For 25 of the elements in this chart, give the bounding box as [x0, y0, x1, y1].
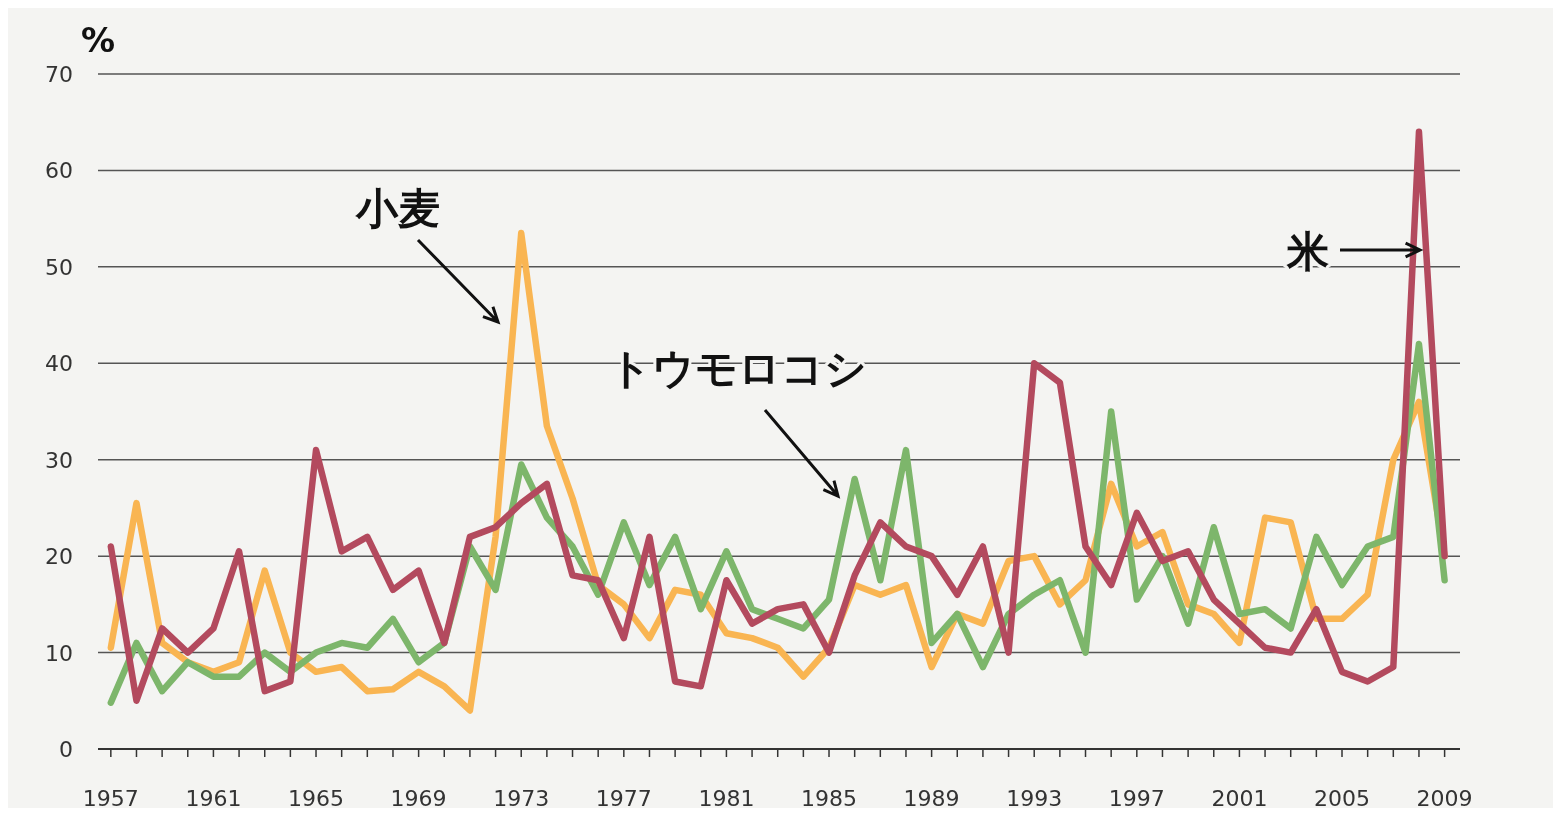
x-tick-label: 1973: [493, 786, 550, 811]
x-tick-label: 1957: [82, 786, 139, 811]
y-axis-title: %: [80, 20, 116, 60]
y-tick-label: 30: [45, 447, 73, 473]
x-tick-label: 1997: [1108, 786, 1165, 811]
x-tick-label: 1993: [1006, 786, 1063, 811]
x-tick-label: 1961: [185, 786, 242, 811]
y-tick-label: 40: [45, 351, 73, 377]
y-tick-label: 10: [45, 640, 73, 666]
x-tick-label: 1985: [801, 786, 858, 811]
y-tick-label: 20: [45, 544, 73, 570]
x-tick-label: 2009: [1416, 786, 1473, 811]
x-tick-label: 1965: [288, 786, 345, 811]
x-tick-label: 1989: [903, 786, 960, 811]
series-label: 米: [1286, 227, 1329, 276]
x-tick-label: 1977: [595, 786, 652, 811]
x-tick-label: 1981: [698, 786, 755, 811]
x-tick-label: 1969: [390, 786, 447, 811]
y-tick-label: 60: [45, 158, 73, 184]
x-tick-label: 2001: [1211, 786, 1268, 811]
y-tick-label: 70: [45, 62, 73, 87]
y-tick-label: 50: [45, 254, 73, 280]
x-tick-label: 2005: [1314, 786, 1371, 811]
y-tick-label: 0: [59, 737, 73, 762]
series-label: 小麦: [355, 184, 440, 233]
